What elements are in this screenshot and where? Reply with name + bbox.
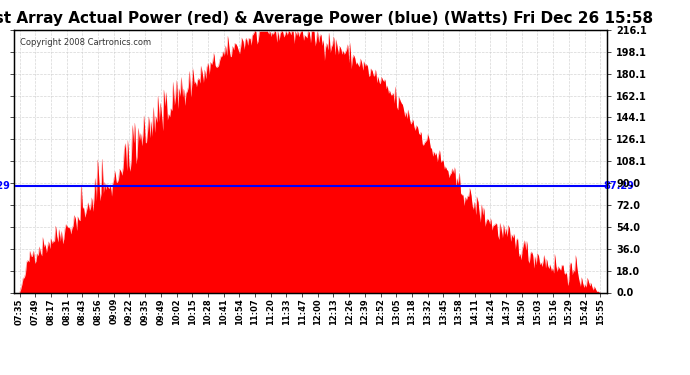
Text: 87.29: 87.29: [604, 182, 635, 192]
Text: 87.29: 87.29: [0, 182, 10, 192]
Text: Copyright 2008 Cartronics.com: Copyright 2008 Cartronics.com: [20, 38, 151, 47]
Text: West Array Actual Power (red) & Average Power (blue) (Watts) Fri Dec 26 15:58: West Array Actual Power (red) & Average …: [0, 11, 653, 26]
